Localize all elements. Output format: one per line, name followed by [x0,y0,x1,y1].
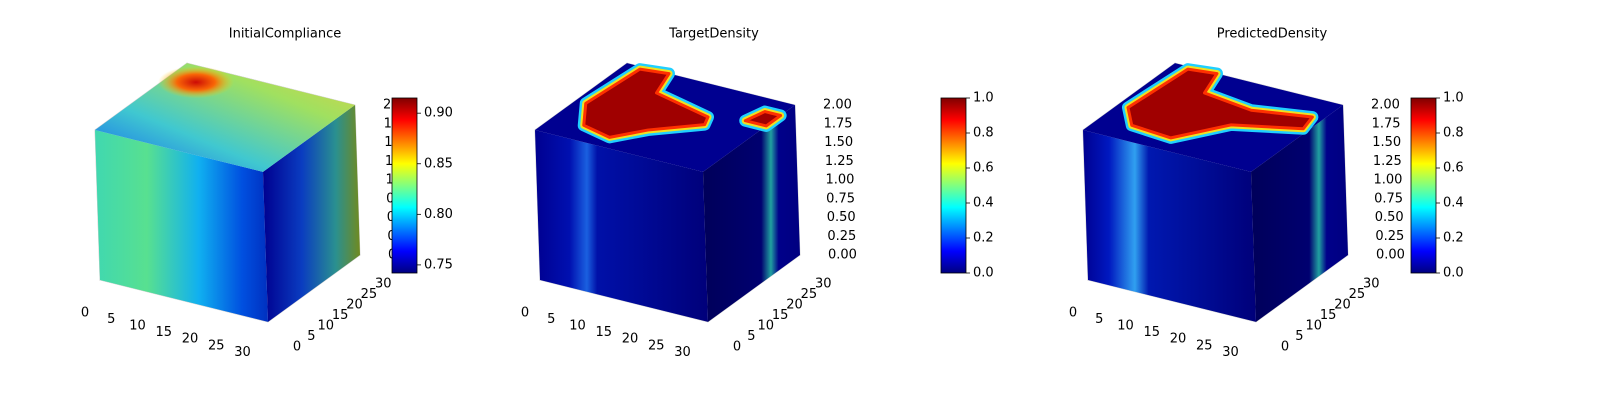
colorbar-tick-label: 0.85 [424,156,453,171]
colorbar [391,97,418,274]
x-tick-label: 20 [182,332,199,347]
hot-region [1126,67,1314,140]
x-tick-label: 20 [622,332,639,347]
x-tick-label: 10 [569,319,586,334]
y-tick-label: 10 [317,319,334,334]
z-tick-label: 0.75 [826,191,855,206]
y-tick-label: 25 [801,287,818,302]
z-tick-label: 1.00 [1374,173,1403,188]
x-tick-label: 0 [81,306,89,321]
colorbar-tick-label: 1.0 [1443,91,1464,106]
y-tick-label: 5 [747,329,755,344]
z-tick-label: 1.50 [824,135,853,150]
x-tick-label: 5 [107,312,115,327]
y-tick-label: 30 [375,277,392,292]
voxel-face [263,105,360,322]
x-tick-label: 20 [1170,332,1187,347]
y-tick-label: 20 [786,298,803,313]
z-tick-label: 1.75 [824,116,853,131]
z-tick-label: 1.75 [1372,116,1401,131]
x-tick-label: 10 [1117,319,1134,334]
x-tick-label: 0 [1069,306,1077,321]
y-tick-label: 10 [757,319,774,334]
z-tick-label: 2.00 [1371,98,1400,113]
x-tick-label: 30 [1222,345,1239,360]
z-tick-label: 1.25 [1373,154,1402,169]
y-tick-label: 25 [1349,287,1366,302]
z-tick-label: 1.50 [1372,135,1401,150]
voxel-face [703,105,800,322]
voxel-face [95,130,268,322]
voxel-face [95,63,355,172]
hot-spot [158,66,234,99]
y-tick-label: 20 [346,298,363,313]
colorbar-tick-label: 0.8 [973,126,994,141]
hot-region [582,67,710,139]
x-tick-label: 30 [234,345,251,360]
z-tick-label: 0.75 [1374,191,1403,206]
plot-title: PredictedDensity [1217,27,1328,42]
x-tick-label: 5 [547,312,555,327]
hot-region [743,110,783,128]
y-tick-label: 15 [1320,308,1337,323]
z-tick-label: 0.50 [827,210,856,225]
z-tick-label: 0.50 [1375,210,1404,225]
x-tick-label: 25 [648,338,665,353]
y-tick-label: 5 [1295,329,1303,344]
colorbar-tick-label: 0.6 [1443,161,1464,176]
voxel-face [1251,105,1348,322]
y-tick-label: 25 [361,287,378,302]
y-tick-label: 0 [1281,339,1289,354]
colorbar-tick-label: 0.6 [973,161,994,176]
z-tick-label: 1.25 [825,154,854,169]
y-tick-label: 30 [815,277,832,292]
x-tick-label: 15 [155,325,172,340]
z-tick-label: 0.25 [827,229,856,244]
colorbar-tick-label: 0.4 [1443,196,1464,211]
colorbar [940,97,967,274]
colorbar-tick-label: 0.90 [424,106,453,121]
colorbar-tick-label: 0.2 [973,231,994,246]
voxel-face [535,130,708,322]
z-tick-label: 0.25 [1375,229,1404,244]
colorbar-tick-label: 0.4 [973,196,994,211]
z-tick-label: 1.00 [826,173,855,188]
x-tick-label: 15 [595,325,612,340]
y-tick-label: 5 [307,329,315,344]
z-tick-label: 0.00 [828,248,857,263]
colorbar-tick-label: 0.2 [1443,231,1464,246]
y-tick-label: 30 [1363,277,1380,292]
y-tick-label: 20 [1334,298,1351,313]
colorbar-tick-label: 0.75 [424,257,453,272]
y-tick-label: 0 [293,339,301,354]
y-tick-label: 0 [733,339,741,354]
x-tick-label: 30 [674,345,691,360]
plot-title: InitialCompliance [229,27,342,42]
colorbar-tick-label: 0.8 [1443,126,1464,141]
colorbar-tick-label: 0.80 [424,207,453,222]
x-tick-label: 0 [521,306,529,321]
x-tick-label: 5 [1095,312,1103,327]
x-tick-label: 25 [1196,338,1213,353]
voxel-face [1083,130,1256,322]
y-tick-label: 15 [772,308,789,323]
y-tick-label: 10 [1305,319,1322,334]
x-tick-label: 25 [208,338,225,353]
colorbar-tick-label: 0.0 [973,266,994,281]
x-tick-label: 15 [1143,325,1160,340]
z-tick-label: 0.00 [1376,248,1405,263]
x-tick-label: 10 [129,319,146,334]
colorbar-tick-label: 0.0 [1443,266,1464,281]
y-tick-label: 15 [332,308,349,323]
colorbar-tick-label: 1.0 [973,91,994,106]
colorbar [1410,97,1437,274]
z-tick-label: 2.00 [823,98,852,113]
plot-title: TargetDensity [668,27,759,42]
